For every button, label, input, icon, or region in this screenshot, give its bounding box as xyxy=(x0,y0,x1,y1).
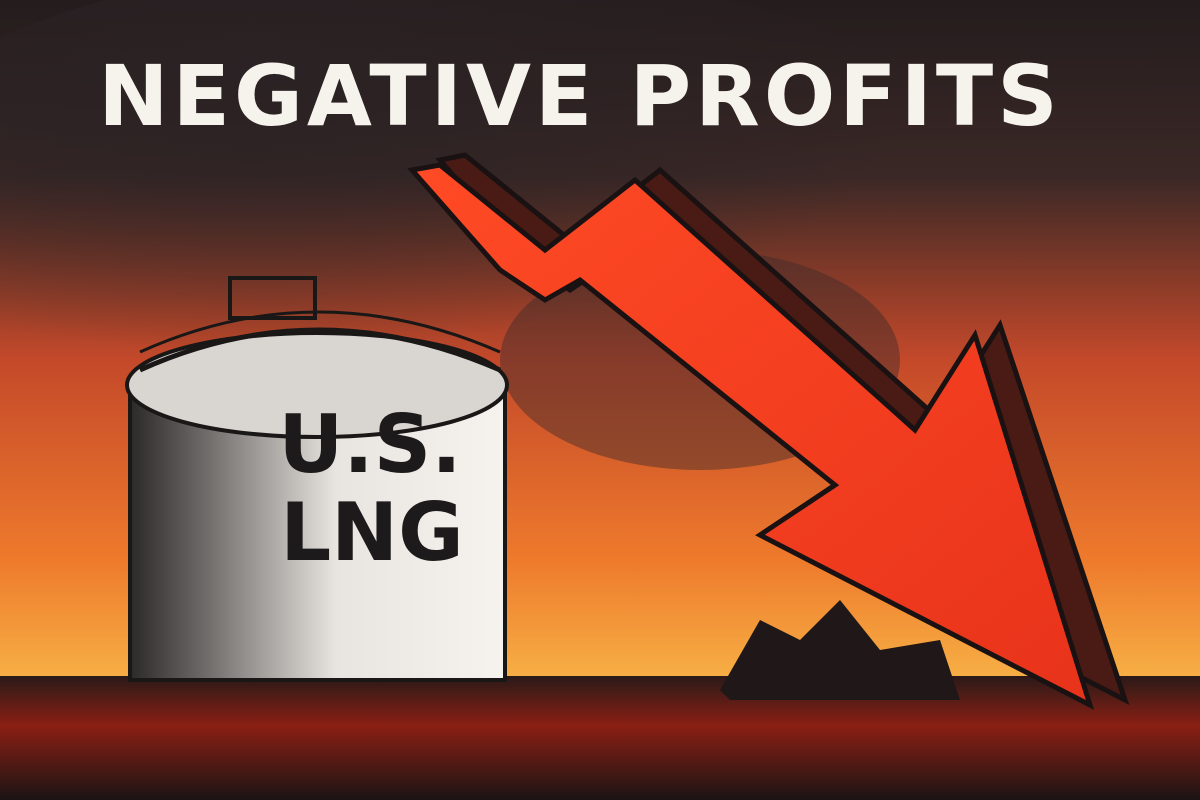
railing xyxy=(138,327,502,373)
tank-label: LNG xyxy=(280,486,464,579)
ground xyxy=(0,676,1200,800)
roof-platform xyxy=(228,276,317,320)
tank-label: U.S. xyxy=(278,398,461,491)
down-arrow xyxy=(407,152,1130,710)
title: NEGATIVE PROFITS xyxy=(98,47,1061,145)
tank-roof xyxy=(125,331,509,439)
railing xyxy=(139,310,501,354)
smoke-burst xyxy=(720,600,960,700)
arrow-face xyxy=(407,162,1095,710)
tank: U.S. LNG xyxy=(125,276,509,682)
